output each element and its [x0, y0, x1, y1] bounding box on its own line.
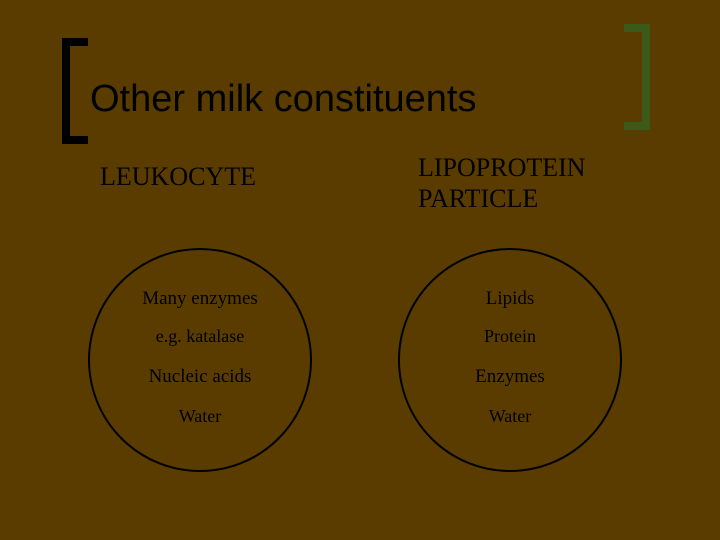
- label-katalase: e.g. katalase: [90, 326, 310, 347]
- label-water-left: Water: [90, 406, 310, 427]
- label-water-right: Water: [400, 406, 620, 427]
- label-nucleic-acids: Nucleic acids: [90, 366, 310, 388]
- subtitle-leukocyte: LEUKOCYTE: [100, 162, 256, 192]
- circle-leukocyte: Many enzymes e.g. katalase Nucleic acids…: [88, 248, 312, 472]
- bracket-left: [62, 38, 92, 144]
- label-enzymes: Enzymes: [400, 366, 620, 388]
- label-protein: Protein: [400, 326, 620, 347]
- subtitle-lipoprotein: LIPOPROTEIN PARTICLE: [418, 152, 648, 214]
- bracket-right: [620, 24, 650, 130]
- circle-lipoprotein: Lipids Protein Enzymes Water: [398, 248, 622, 472]
- label-many-enzymes: Many enzymes: [90, 288, 310, 310]
- label-lipids: Lipids: [400, 288, 620, 310]
- slide-title: Other milk constituents: [90, 78, 476, 121]
